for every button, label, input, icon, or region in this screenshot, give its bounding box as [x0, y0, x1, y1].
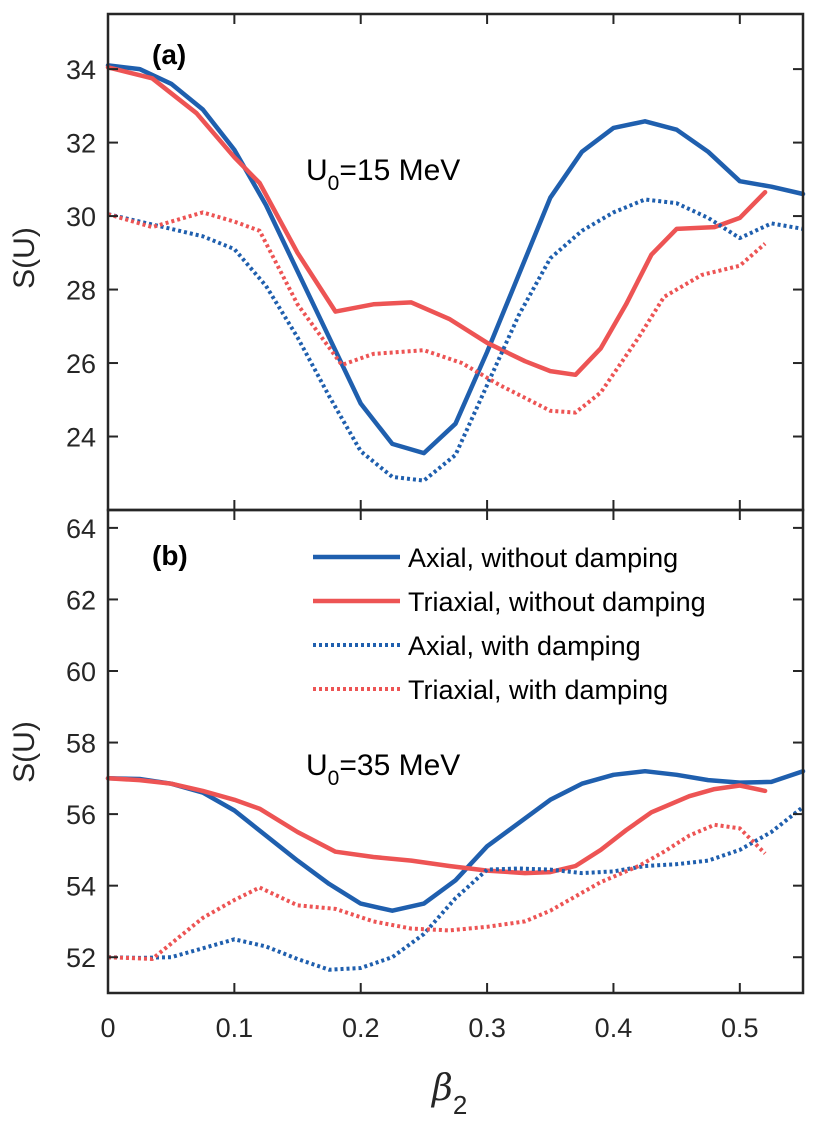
- panel-a-axes-frame: [106, 12, 805, 512]
- panel-b-ticks: 52 54 56 58 60 62 64 0 0.1 0.2 0.3 0.4 0.5: [66, 510, 803, 1043]
- panel-a: 24 26 28 30 32 34 (a) U0=15 MeV S(U): [8, 12, 806, 512]
- panel-a-annotation-sub: 0: [328, 172, 340, 195]
- panel-b-series-axial-with-damping: [107, 805, 805, 972]
- legend: Axial, without damping Triaxial, without …: [313, 543, 706, 705]
- panel-a-ticks: 24 26 28 30 32 34: [66, 14, 803, 510]
- panel-b-label: (b): [152, 540, 188, 571]
- panel-b-series: [105, 768, 806, 972]
- panel-a-series-triaxial-without-damping: [105, 65, 768, 378]
- panel-a-ytick-label: 34: [66, 55, 96, 85]
- panel-b-ytick-label: 60: [66, 657, 96, 687]
- panel-a-annotation-rest: =15 MeV: [339, 154, 460, 187]
- panel-b-ytick-label: 62: [66, 585, 96, 615]
- panel-b-xtick-label: 0.1: [216, 1013, 254, 1043]
- panel-a-ytick-label: 32: [66, 129, 96, 159]
- panel-a-ytick-label: 28: [66, 276, 96, 306]
- panel-b-ytick-label: 54: [66, 872, 96, 902]
- panel-b-ytick-label: 52: [66, 943, 96, 973]
- panel-b-axes-frame: [106, 508, 805, 995]
- panel-b-xtick-label: 0.5: [721, 1013, 759, 1043]
- panel-b-annotation-main: U: [306, 749, 328, 782]
- panel-b-annotation: U0=35 MeV: [306, 749, 460, 790]
- panel-b-annotation-rest: =35 MeV: [339, 749, 460, 782]
- panel-a-annotation-main: U: [306, 154, 328, 187]
- x-axis-label-sub: 2: [453, 1090, 467, 1120]
- panel-b-xtick-label: 0: [100, 1013, 115, 1043]
- panel-a-series-triaxial-with-damping: [107, 210, 767, 415]
- panel-b-series-triaxial-without-damping: [105, 776, 768, 876]
- panel-a-series-axial-with-damping: [107, 197, 804, 483]
- panel-b-ytick-label: 64: [66, 514, 96, 544]
- legend-label-triaxial-with-damping: Triaxial, with damping: [408, 675, 668, 705]
- legend-label-axial-with-damping: Axial, with damping: [408, 631, 641, 661]
- panel-b-ytick-label: 58: [66, 729, 96, 759]
- x-axis-label: β2: [430, 1068, 467, 1120]
- panel-a-ytick-label: 30: [66, 202, 96, 232]
- panel-a-series-axial-without-damping: [105, 63, 806, 456]
- panel-b-xtick-label: 0.2: [342, 1013, 380, 1043]
- panel-b-ytick-label: 56: [66, 800, 96, 830]
- panel-b-annotation-sub: 0: [328, 767, 340, 790]
- legend-label-axial-without-damping: Axial, without damping: [408, 543, 678, 573]
- panel-a-label: (a): [152, 39, 186, 70]
- panel-a-series: [105, 63, 806, 483]
- panel-a-annotation: U0=15 MeV: [306, 154, 460, 195]
- panel-a-ytick-label: 26: [66, 349, 96, 379]
- panel-b-series-axial-without-damping: [105, 768, 806, 913]
- panel-b-xtick-label: 0.4: [595, 1013, 633, 1043]
- panel-b-series-triaxial-with-damping: [107, 822, 767, 961]
- panel-b-xtick-label: 0.3: [468, 1013, 506, 1043]
- panel-b-ylabel: S(U): [8, 721, 41, 783]
- panel-a-ylabel: S(U): [8, 227, 41, 289]
- x-axis-label-main: β: [430, 1068, 453, 1109]
- legend-label-triaxial-without-damping: Triaxial, without damping: [408, 587, 706, 617]
- panel-a-ytick-label: 24: [66, 423, 96, 453]
